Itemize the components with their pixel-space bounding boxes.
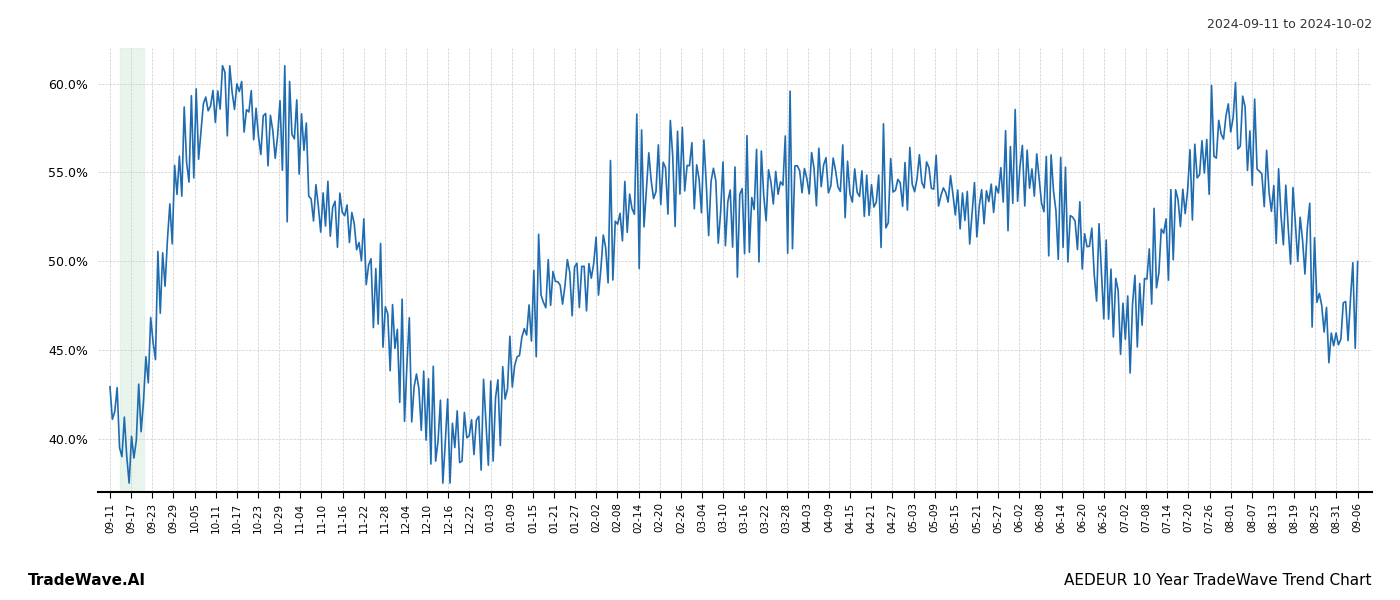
Text: AEDEUR 10 Year TradeWave Trend Chart: AEDEUR 10 Year TradeWave Trend Chart (1064, 573, 1372, 588)
Text: TradeWave.AI: TradeWave.AI (28, 573, 146, 588)
Text: 2024-09-11 to 2024-10-02: 2024-09-11 to 2024-10-02 (1207, 18, 1372, 31)
Bar (119, 48, 143, 492)
